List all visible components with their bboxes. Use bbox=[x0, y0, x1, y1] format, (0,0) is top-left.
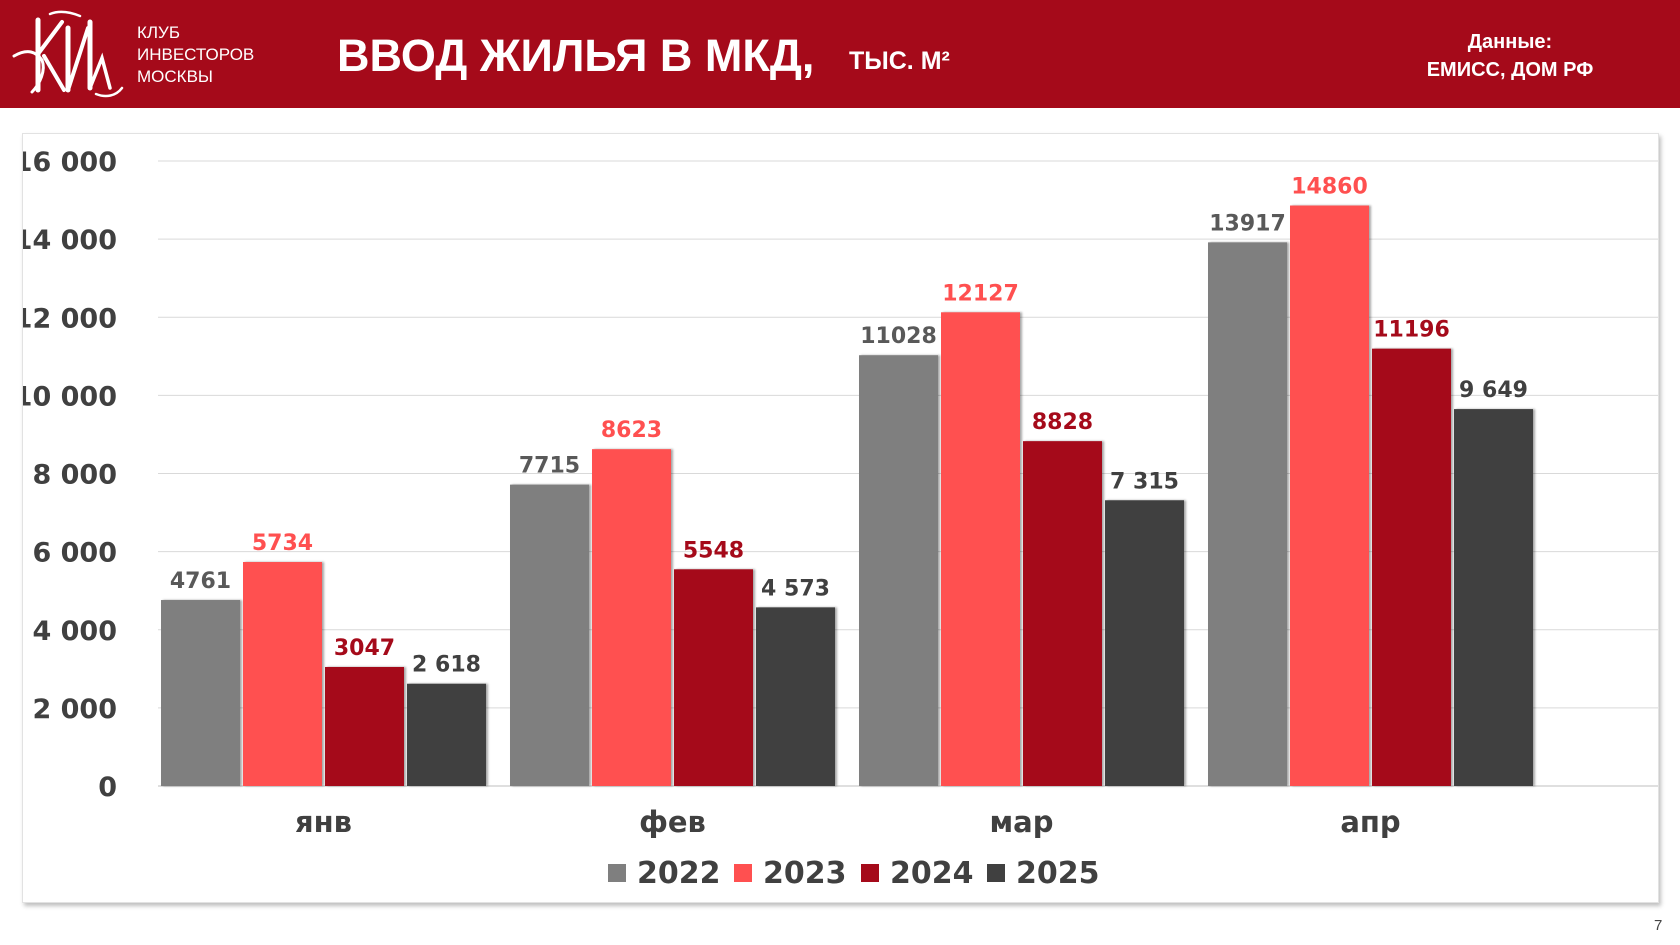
header-bar: КЛУБ ИНВЕСТОРОВ МОСКВЫ ВВОД ЖИЛЬЯ В МКД,… bbox=[0, 0, 1680, 108]
club-logo-icon bbox=[12, 10, 124, 98]
bar-2025-2 bbox=[1105, 500, 1184, 786]
y-tick-label: 2 000 bbox=[32, 694, 117, 725]
data-label-2022-2: 11028 bbox=[860, 324, 937, 349]
bar-2025-0 bbox=[407, 683, 486, 786]
source-label: Данные: bbox=[1467, 31, 1553, 53]
bar-2023-1 bbox=[592, 449, 671, 786]
legend-label-2024: 2024 bbox=[890, 856, 974, 891]
legend-swatch-2023 bbox=[734, 864, 752, 882]
data-label-2023-1: 8623 bbox=[601, 418, 662, 443]
bar-2023-3 bbox=[1290, 205, 1369, 786]
y-tick-label: 10 000 bbox=[23, 381, 117, 412]
bar-2025-3 bbox=[1454, 409, 1533, 786]
bar-2023-0 bbox=[243, 562, 322, 786]
data-label-2022-1: 7715 bbox=[519, 454, 580, 479]
club-line-1: КЛУБ bbox=[137, 23, 181, 42]
data-label-2025-1: 4 573 bbox=[761, 576, 830, 601]
bar-2025-1 bbox=[756, 607, 835, 786]
x-tick-label: апр bbox=[1340, 805, 1400, 839]
data-label-2025-0: 2 618 bbox=[412, 653, 481, 678]
chart-card: 0 2 000 4 000 6 000 8 000 10 000 12 000 14 000 1… bbox=[22, 133, 1659, 903]
legend-swatch-2025 bbox=[987, 864, 1005, 882]
data-label-2024-2: 8828 bbox=[1032, 410, 1093, 435]
data-label-2024-3: 11196 bbox=[1373, 318, 1450, 343]
legend-label-2023: 2023 bbox=[763, 856, 847, 891]
bar-chart: 0 2 000 4 000 6 000 8 000 10 000 12 000 14 000 1… bbox=[23, 147, 1658, 891]
club-line-3: МОСКВЫ bbox=[137, 67, 213, 86]
y-tick-label: 6 000 bbox=[32, 538, 117, 569]
legend-label-2022: 2022 bbox=[637, 856, 721, 891]
slide-subtitle-unit: ТЫС. М² bbox=[849, 47, 950, 75]
data-label-2023-0: 5734 bbox=[252, 531, 313, 556]
legend-label-2025: 2025 bbox=[1016, 856, 1100, 891]
data-label-2022-0: 4761 bbox=[170, 569, 231, 594]
bar-2023-2 bbox=[941, 312, 1020, 786]
bar-2024-2 bbox=[1023, 441, 1102, 786]
y-tick-label: 8 000 bbox=[32, 460, 117, 491]
page-number: 7 bbox=[1654, 917, 1663, 934]
bar-2024-1 bbox=[674, 569, 753, 786]
y-tick-label: 0 bbox=[98, 772, 117, 803]
data-label-2025-2: 7 315 bbox=[1110, 469, 1179, 494]
slide-title: ВВОД ЖИЛЬЯ В МКД, bbox=[337, 30, 815, 81]
bar-2022-2 bbox=[859, 355, 938, 786]
legend-swatch-2022 bbox=[608, 864, 626, 882]
data-label-2023-2: 12127 bbox=[942, 281, 1019, 306]
bar-2024-0 bbox=[325, 666, 404, 786]
y-tick-label: 16 000 bbox=[23, 147, 117, 178]
data-label-2025-3: 9 649 bbox=[1459, 378, 1528, 403]
x-tick-label: фев bbox=[639, 805, 706, 839]
bar-2022-1 bbox=[510, 484, 589, 786]
y-tick-label: 14 000 bbox=[23, 225, 117, 256]
legend-swatch-2024 bbox=[861, 864, 879, 882]
data-label-2022-3: 13917 bbox=[1209, 211, 1286, 236]
bar-2022-3 bbox=[1208, 242, 1287, 786]
data-label-2024-1: 5548 bbox=[683, 538, 744, 563]
x-tick-label: мар bbox=[989, 805, 1053, 839]
source-value: ЕМИСС, ДОМ РФ bbox=[1426, 59, 1594, 81]
data-label-2023-3: 14860 bbox=[1291, 175, 1368, 200]
club-name: КЛУБ ИНВЕСТОРОВ МОСКВЫ bbox=[137, 22, 254, 88]
data-label-2024-0: 3047 bbox=[334, 636, 395, 661]
y-tick-label: 4 000 bbox=[32, 616, 117, 647]
bar-2024-3 bbox=[1372, 348, 1451, 786]
club-line-2: ИНВЕСТОРОВ bbox=[137, 45, 255, 64]
x-tick-label: янв bbox=[295, 805, 352, 839]
bar-2022-0 bbox=[161, 600, 240, 786]
y-tick-label: 12 000 bbox=[23, 303, 117, 334]
data-source: Данные: ЕМИСС, ДОМ РФ bbox=[1390, 28, 1630, 84]
